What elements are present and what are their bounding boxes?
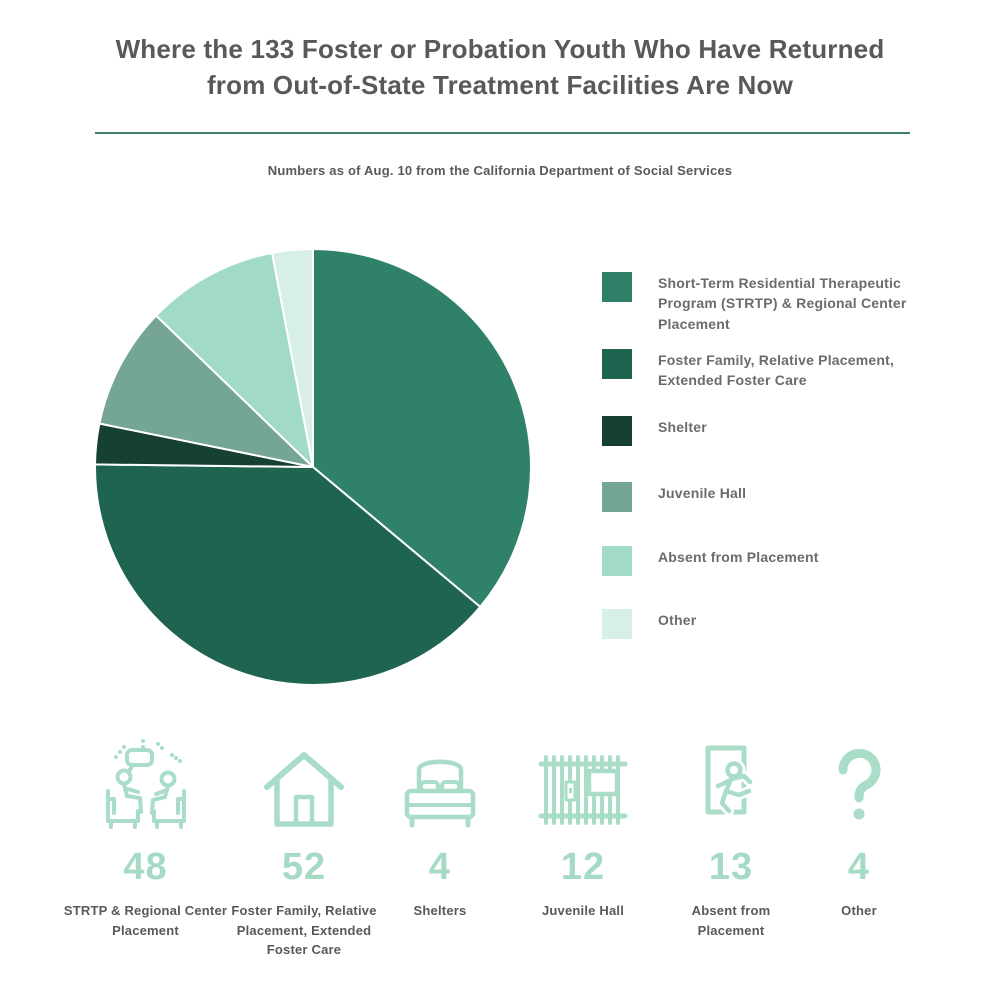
legend-item-foster-family: Foster Family, Relative Placement, Exten… [602, 349, 954, 391]
legend-label: Short-Term Residential Therapeutic Progr… [658, 275, 907, 332]
divider-line [95, 132, 910, 134]
stat-value: 12 [560, 846, 606, 888]
stat-value: 4 [428, 846, 452, 888]
person-exiting-door-icon [666, 736, 796, 838]
stat-label: Shelters [413, 903, 467, 918]
stat-value: 13 [708, 846, 754, 888]
pie-slice-5 [271, 248, 314, 468]
stat-label: Absent from Placement [691, 903, 771, 938]
stat-shelters: 4 Shelters [370, 736, 510, 921]
stat-foster-family: 52 Foster Family, Relative Placement, Ex… [216, 736, 392, 960]
pie-slice-3 [98, 314, 314, 468]
legend-label: Other [658, 612, 697, 628]
legend-item-absent-from-placement: Absent from Placement [602, 546, 954, 576]
legend-swatch [602, 482, 632, 512]
legend-item-other: Other [602, 609, 954, 639]
legend-swatch [602, 416, 632, 446]
stat-label: Foster Family, Relative Placement, Exten… [231, 903, 377, 957]
stat-juvenile-hall: 12 Juvenile Hall [508, 736, 658, 921]
stat-value: 4 [847, 846, 871, 888]
legend-label: Juvenile Hall [658, 485, 747, 501]
legend-label: Foster Family, Relative Placement, Exten… [658, 352, 895, 389]
jail-bars-icon [508, 736, 658, 838]
legend-label: Shelter [658, 419, 707, 435]
legend-swatch [602, 272, 632, 302]
pie-slice-0 [312, 248, 532, 608]
page-title: Where the 133 Foster or Probation Youth … [0, 32, 1000, 103]
stat-value: 52 [281, 846, 327, 888]
counseling-session-icon [58, 736, 233, 838]
legend-item-juvenile-hall: Juvenile Hall [602, 482, 954, 512]
legend-swatch [602, 546, 632, 576]
page-title-text: Where the 133 Foster or Probation Youth … [115, 34, 885, 100]
stat-strtp: 48 STRTP & Regional Center Placement [58, 736, 233, 940]
page-subtitle: Numbers as of Aug. 10 from the Californi… [267, 163, 733, 178]
stat-label: Juvenile Hall [541, 903, 625, 918]
legend-swatch [602, 349, 632, 379]
question-mark-icon [799, 736, 919, 838]
bed-icon [370, 736, 510, 838]
stat-label: STRTP & Regional Center Placement [63, 903, 228, 938]
pie-slice-1 [94, 463, 482, 686]
stat-other: 4 Other [799, 736, 919, 921]
pie-slice-4 [155, 251, 314, 468]
legend-swatch [602, 609, 632, 639]
stat-label: Other [841, 903, 877, 918]
house-icon [216, 736, 392, 838]
stat-value: 48 [123, 846, 168, 888]
legend-item-strtp-regional-center: Short-Term Residential Therapeutic Progr… [602, 272, 954, 334]
legend-item-shelter: Shelter [602, 416, 954, 446]
pie-chart [94, 248, 532, 686]
legend-label: Absent from Placement [658, 549, 819, 565]
stat-absent-from-placement: 13 Absent from Placement [666, 736, 796, 940]
